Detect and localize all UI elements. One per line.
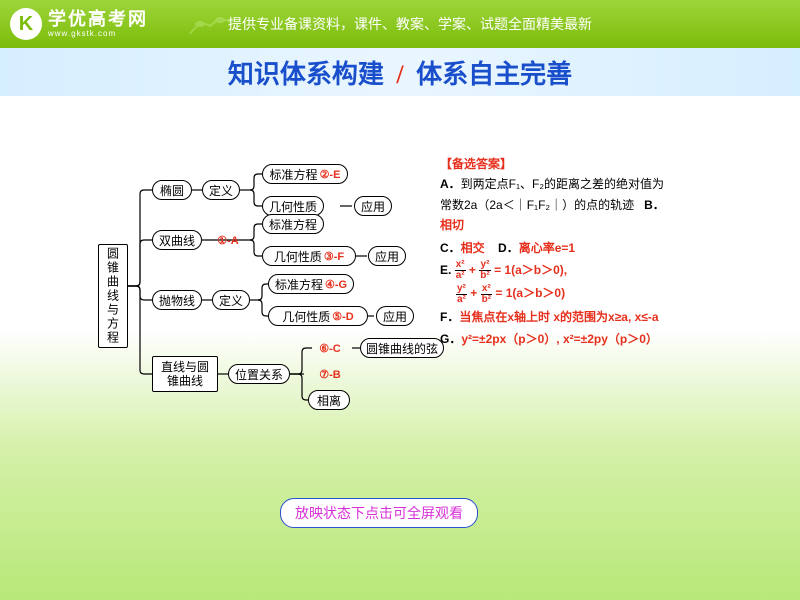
node-hyperbola: 双曲线	[152, 230, 202, 250]
tag-1a: ①-A	[217, 234, 238, 247]
title-part1: 知识体系构建	[228, 60, 384, 89]
leaf-icon	[185, 14, 235, 38]
node-ellipse-geo: 几何性质	[262, 196, 324, 216]
node-chord: 圆锥曲线的弦	[360, 338, 444, 358]
node-parabola-std: 标准方程④-G	[268, 274, 354, 294]
tag-5d: ⑤-D	[332, 310, 353, 323]
page-title: 知识体系构建 / 体系自主完善	[228, 54, 572, 91]
tag-7b: ⑦-B	[319, 368, 340, 381]
node-ellipse-std: 标准方程②-E	[262, 164, 348, 184]
node-parabola-def: 定义	[212, 290, 250, 310]
answers-heading: 【备选答案】	[440, 154, 670, 174]
node-root: 圆锥曲线与方程	[98, 244, 128, 348]
node-parabola: 抛物线	[152, 290, 202, 310]
title-banner: 知识体系构建 / 体系自主完善	[0, 48, 800, 96]
fullscreen-button[interactable]: 放映状态下点击可全屏观看	[280, 498, 478, 528]
node-hyperbola-geo: 几何性质③-F	[262, 246, 356, 266]
node-ellipse: 椭圆	[152, 180, 192, 200]
formula-e2: y²a² + x²b² = 1(a＞b＞0)	[456, 286, 565, 300]
tag-3f: ③-F	[324, 250, 344, 263]
answer-e2: y²a² + x²b² = 1(a＞b＞0)	[440, 283, 670, 304]
answer-c: C．相交 D．离心率e=1	[440, 238, 670, 258]
site-header: K 学优高考网 www.gkstk.com 提供专业备课资料，课件、教案、学案、…	[0, 0, 800, 48]
node-parabola-geo: 几何性质⑤-D	[268, 306, 368, 326]
logo-text: 学优高考网 www.gkstk.com	[48, 10, 148, 38]
logo-en: www.gkstk.com	[48, 30, 148, 38]
node-ellipse-def: 定义	[202, 180, 240, 200]
tag-4g: ④-G	[325, 278, 347, 291]
tag-2e: ②-E	[320, 168, 341, 181]
title-part2: 体系自主完善	[416, 60, 572, 89]
answers-panel: 【备选答案】 A．到两定点F₁、F₂的距离之差的绝对值为常数2a（2a＜｜F₁F…	[440, 154, 670, 351]
header-tagline: 提供专业备课资料，课件、教案、学案、试题全面精美最新	[228, 14, 592, 34]
logo-badge: K	[10, 8, 42, 40]
formula-e: x²a² + y²b² = 1(a＞b＞0),	[455, 263, 567, 277]
tag-6c: ⑥-C	[319, 342, 340, 355]
node-c1: ⑥-C	[308, 338, 350, 358]
logo-cn: 学优高考网	[48, 10, 148, 28]
node-hyperbola-std: 标准方程	[262, 214, 324, 234]
answer-g: G．y²=±2px（p＞0）, x²=±2py（p＞0）	[440, 329, 670, 349]
node-hyperbola-app: 应用	[368, 246, 406, 266]
node-parabola-app: 应用	[376, 306, 414, 326]
node-position-rel: 位置关系	[228, 364, 290, 384]
node-hyperbola-def: ①-A	[206, 230, 248, 250]
node-c2: ⑦-B	[308, 364, 350, 384]
answer-a: A．到两定点F₁、F₂的距离之差的绝对值为常数2a（2a＜｜F₁F₂｜）的点的轨…	[440, 174, 670, 235]
answer-f: F．当焦点在x轴上时 x的范围为x≥a, x≤-a	[440, 307, 670, 327]
node-line-conic: 直线与圆锥曲线	[152, 356, 218, 392]
node-root-label: 圆锥曲线与方程	[105, 247, 122, 345]
node-ellipse-app: 应用	[354, 196, 392, 216]
content-area: 圆锥曲线与方程 椭圆 定义 标准方程②-E 几何性质 应用 双曲线 ①-A 标准…	[0, 96, 800, 476]
node-separate: 相离	[308, 390, 350, 410]
answer-e: E. x²a² + y²b² = 1(a＞b＞0),	[440, 260, 670, 281]
title-sep: /	[396, 60, 403, 89]
